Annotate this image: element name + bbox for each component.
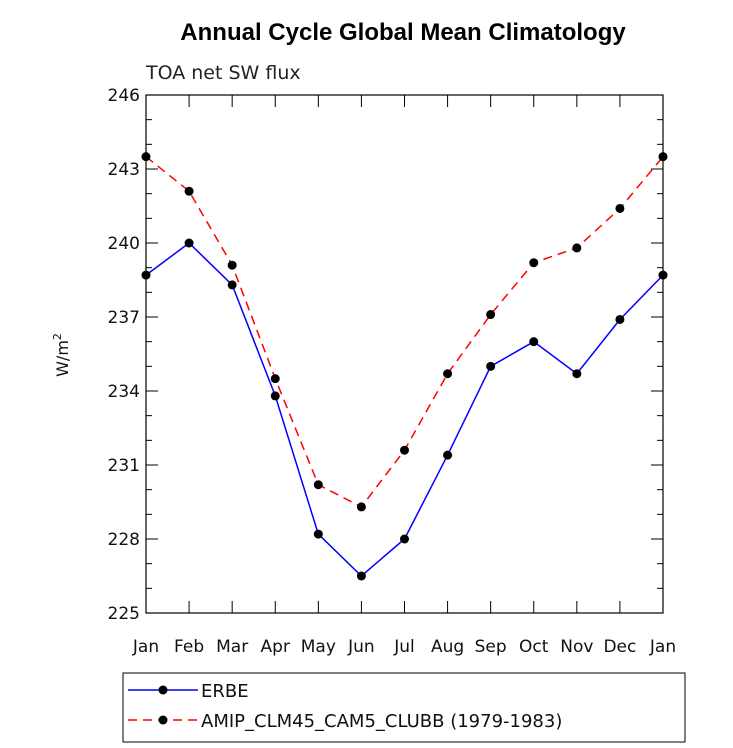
y-tick-label: 246 [108,86,140,106]
x-tick-label: Oct [519,637,549,657]
x-tick-label: Nov [560,637,593,657]
data-point [615,203,625,213]
data-point [270,374,280,384]
y-tick-label: 237 [108,308,140,328]
x-tick-labels: Jan Feb Mar Apr May Jun Jul Aug Sep Oct Nov Dec Jan [132,637,676,657]
data-point [443,450,453,460]
x-tick-label: Sep [475,637,507,657]
x-tick-label: Jul [393,637,415,657]
legend-box [122,672,686,743]
legend-marker [158,715,168,725]
x-tick-label: Jun [347,637,375,657]
data-point [313,480,323,490]
y-tick-label: 243 [108,160,140,180]
data-point [184,186,194,196]
data-point [313,529,323,539]
series-line [145,242,664,578]
x-tick-label: Jan [132,637,159,657]
y-tick-label: 231 [108,456,140,476]
data-point [658,152,668,162]
legend-label: ERBE [201,681,249,702]
x-tick-label: Feb [174,637,204,657]
x-tick-label: Dec [603,637,636,657]
data-point [270,391,280,401]
data-point [572,369,582,379]
data-point [184,238,194,248]
series-model [141,152,668,512]
y-tick-labels: 225 228 231 234 237 240 243 246 [108,86,140,624]
x-tick-label: Apr [261,637,290,657]
data-point [400,445,409,455]
data-point [400,534,409,544]
series-layer [141,152,668,581]
data-point [486,361,496,371]
data-point [529,258,539,268]
chart-subtitle: TOA net SW flux [145,62,301,84]
axis-ticks [145,94,664,614]
y-tick-label: 225 [108,604,140,624]
x-tick-label: May [301,637,336,657]
legend-item: AMIP_CLM45_CAM5_CLUBB (1979-1983) [128,711,562,732]
data-point [443,369,453,379]
svg-text:W/m2: W/m2 [51,333,72,377]
x-tick-label: Jan [649,637,676,657]
legend-item: ERBE [128,681,249,702]
y-tick-label: 228 [108,530,140,550]
y-axis-label-superscript: 2 [51,333,64,340]
data-point [141,270,151,280]
data-point [572,243,582,253]
data-point [529,337,539,347]
data-point [227,280,237,290]
plot-frame [145,94,664,614]
series-erbe [141,238,668,581]
x-tick-label: Mar [216,637,248,657]
y-tick-label: 234 [108,382,140,402]
legend: ERBE AMIP_CLM45_CAM5_CLUBB (1979-1983) [122,672,686,743]
y-axis-label-text: W/m [53,340,72,377]
data-point [356,571,366,581]
data-point [486,310,496,320]
legend-label: AMIP_CLM45_CAM5_CLUBB (1979-1983) [201,711,562,732]
legend-marker [158,685,168,695]
data-point [141,152,151,162]
chart-title: Annual Cycle Global Mean Climatology [180,19,626,46]
data-point [227,260,237,270]
y-axis-label: W/m2 [51,333,72,377]
y-tick-label: 240 [108,234,140,254]
data-point [356,502,366,512]
data-point [615,314,625,324]
data-point [658,270,668,280]
x-tick-label: Aug [431,637,464,657]
